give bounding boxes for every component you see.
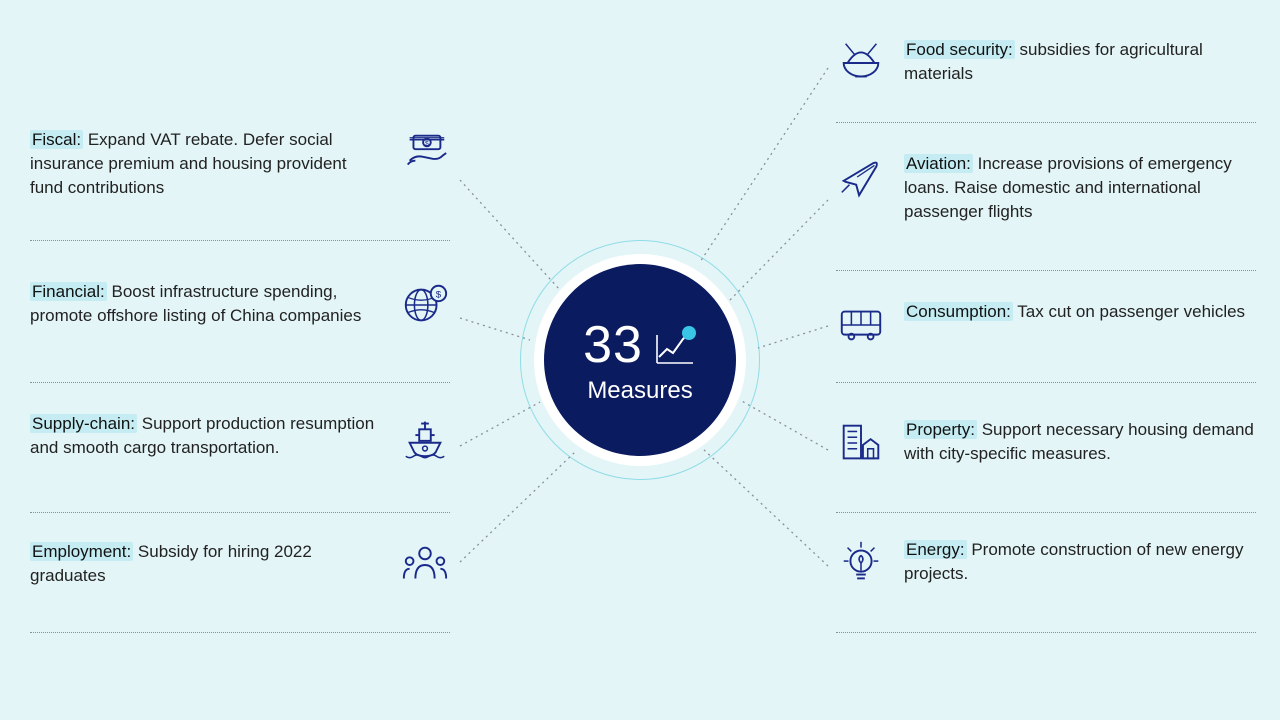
bowl-icon	[836, 38, 886, 88]
left-item-1: Financial: Boost infrastructure spending…	[30, 280, 450, 330]
divider-right	[836, 512, 1256, 513]
left-item-text-3: Employment: Subsidy for hiring 2022 grad…	[30, 540, 382, 588]
building-icon	[836, 418, 886, 468]
right-item-text-2: Consumption: Tax cut on passenger vehicl…	[904, 300, 1256, 324]
ship-icon	[400, 412, 450, 462]
divider-left	[30, 632, 450, 633]
hub-label: Measures	[587, 377, 692, 405]
hub-number: 33	[583, 315, 643, 375]
left-item-2: Supply-chain: Support production resumpt…	[30, 412, 450, 462]
right-item-title-1: Aviation:	[904, 154, 973, 173]
bus-icon	[836, 300, 886, 350]
right-item-0: Food security: subsidies for agricultura…	[836, 38, 1256, 88]
right-item-1: Aviation: Increase provisions of emergen…	[836, 152, 1256, 223]
divider-right	[836, 122, 1256, 123]
right-item-title-3: Property:	[904, 420, 977, 439]
left-item-3: Employment: Subsidy for hiring 2022 grad…	[30, 540, 450, 590]
right-item-text-4: Energy: Promote construction of new ener…	[904, 538, 1256, 586]
left-item-text-2: Supply-chain: Support production resumpt…	[30, 412, 382, 460]
divider-right	[836, 632, 1256, 633]
left-item-title-0: Fiscal:	[30, 130, 83, 149]
divider-right	[836, 382, 1256, 383]
left-item-text-0: Fiscal: Expand VAT rebate. Defer social …	[30, 128, 382, 199]
globe-money-icon	[400, 280, 450, 330]
right-item-title-2: Consumption:	[904, 302, 1013, 321]
right-item-2: Consumption: Tax cut on passenger vehicl…	[836, 300, 1256, 350]
right-item-text-1: Aviation: Increase provisions of emergen…	[904, 152, 1256, 223]
right-item-body-2: Tax cut on passenger vehicles	[1013, 302, 1245, 321]
left-item-title-3: Employment:	[30, 542, 133, 561]
people-icon	[400, 540, 450, 590]
right-item-text-0: Food security: subsidies for agricultura…	[904, 38, 1256, 86]
plane-icon	[836, 152, 886, 202]
right-item-text-3: Property: Support necessary housing dema…	[904, 418, 1256, 466]
divider-left	[30, 512, 450, 513]
right-item-title-4: Energy:	[904, 540, 967, 559]
left-item-text-1: Financial: Boost infrastructure spending…	[30, 280, 382, 328]
bulb-icon	[836, 538, 886, 588]
growth-chart-icon	[653, 323, 697, 367]
left-item-title-1: Financial:	[30, 282, 107, 301]
left-item-title-2: Supply-chain:	[30, 414, 137, 433]
right-item-title-0: Food security:	[904, 40, 1015, 59]
hub-circle: 33 Measures	[520, 240, 760, 480]
left-item-0: Fiscal: Expand VAT rebate. Defer social …	[30, 128, 450, 199]
divider-right	[836, 270, 1256, 271]
right-item-4: Energy: Promote construction of new ener…	[836, 538, 1256, 588]
right-item-3: Property: Support necessary housing dema…	[836, 418, 1256, 468]
divider-left	[30, 240, 450, 241]
divider-left	[30, 382, 450, 383]
money-hand-icon	[400, 128, 450, 178]
hub-core: 33 Measures	[544, 264, 736, 456]
